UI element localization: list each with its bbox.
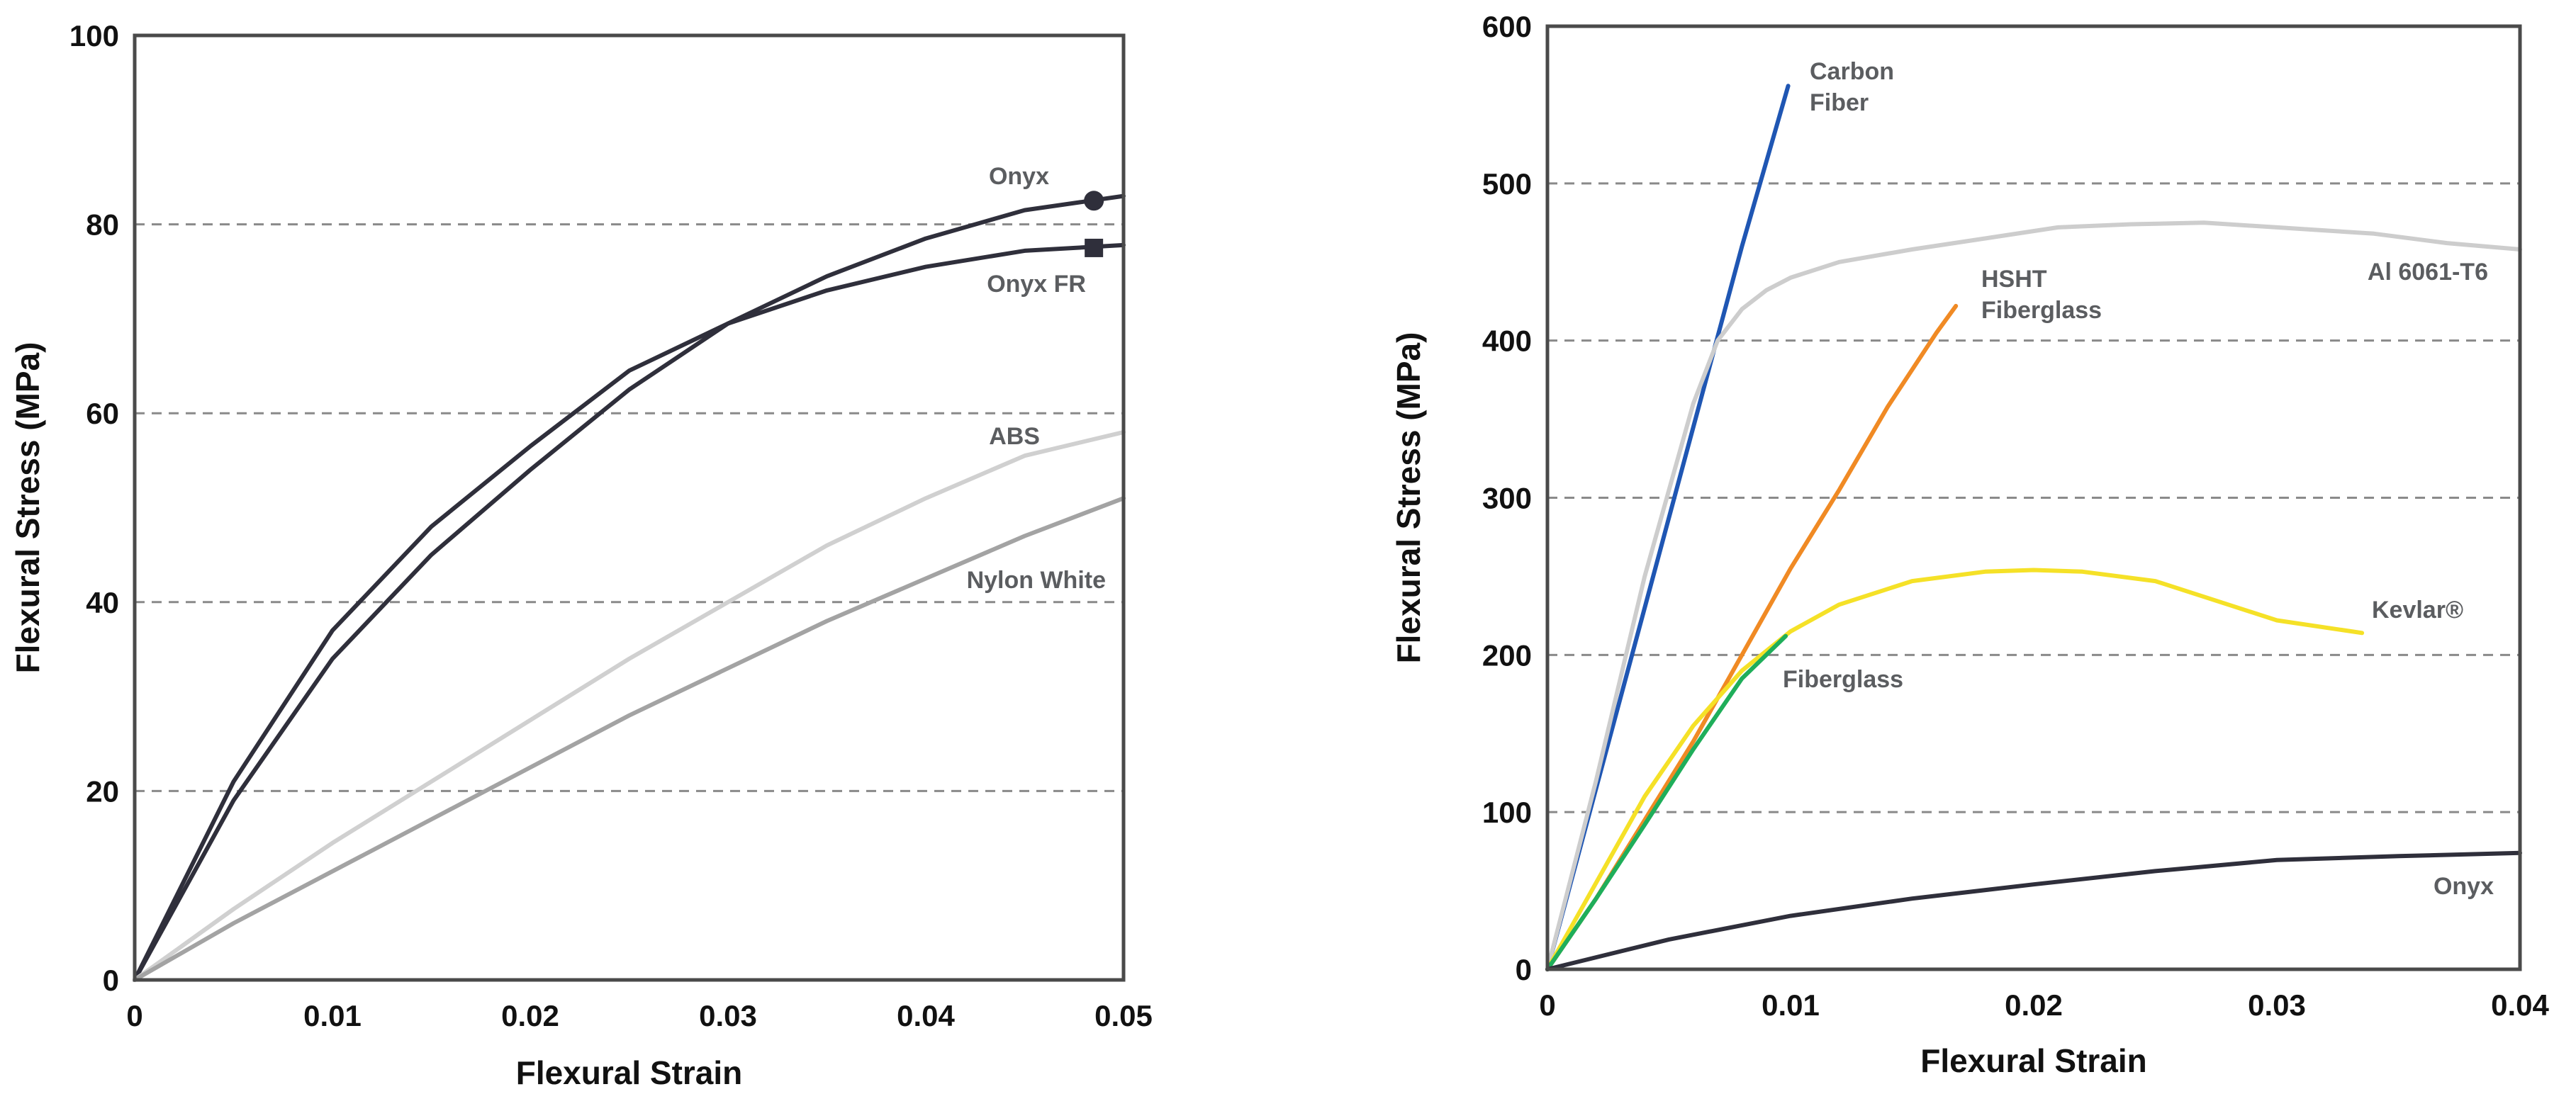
x-tick-label: 0.01 xyxy=(303,999,362,1032)
x-tick-label: 0.03 xyxy=(699,999,757,1032)
curve-label-line: Onyx xyxy=(2434,873,2494,900)
x-tick-label: 0 xyxy=(1539,988,1555,1022)
series-line-onyx xyxy=(1545,850,2522,971)
y-tick-label: 0 xyxy=(103,964,119,997)
right-chart: 0 100 200 300 400 500 600 0 0.01 0.02 0.03 0.04 Flex… xyxy=(1390,10,2550,1079)
series-line-abs xyxy=(133,429,1126,982)
curve-label-line: Onyx xyxy=(989,163,1049,190)
curve-label-nylon-white: Nylon White xyxy=(967,567,1106,594)
curve-label-abs: ABS xyxy=(989,423,1040,450)
y-tick-label: 400 xyxy=(1482,325,1532,358)
y-tick-label: 300 xyxy=(1482,482,1532,515)
marker-onyx-fr xyxy=(1085,238,1104,257)
y-tick-label: 200 xyxy=(1482,638,1532,672)
curve-label-onyx: Onyx xyxy=(989,163,1049,190)
curve-label-line: Carbon xyxy=(1810,58,1894,85)
series-line-hsht-fiberglass xyxy=(1545,303,1959,971)
y-tick-label: 0 xyxy=(1516,953,1532,986)
y-tick-label: 40 xyxy=(86,586,119,619)
curve-label-line: ABS xyxy=(989,423,1040,450)
x-tick-label: 0.02 xyxy=(2005,988,2063,1022)
series-line-onyx xyxy=(133,193,1126,982)
x-axis-title: Flexural Strain xyxy=(516,1054,743,1091)
y-tick-label: 100 xyxy=(1482,796,1532,829)
y-tick-label: 60 xyxy=(86,397,119,430)
x-tick-label: 0 xyxy=(126,999,142,1032)
curve-label-line: Fiberglass xyxy=(1981,297,2102,324)
curve-label-line: Fiberglass xyxy=(1783,666,1903,693)
x-tick-label: 0.02 xyxy=(501,999,559,1032)
x-tick-label: 0.05 xyxy=(1094,999,1153,1032)
x-tick-label: 0.04 xyxy=(2491,988,2549,1022)
curve-label-carbon-fiber: Carbon Fiber xyxy=(1810,58,1894,116)
curve-label-line: Fiber xyxy=(1810,89,1869,116)
curve-label-line: HSHT xyxy=(1981,266,2047,293)
curve-label-hsht-fiberglass: HSHT Fiberglass xyxy=(1981,266,2102,324)
marker-onyx xyxy=(1084,191,1104,211)
series-line-kevlar xyxy=(1545,568,2365,971)
x-tick-label: 0.04 xyxy=(897,999,955,1032)
plot-frame xyxy=(133,33,1126,982)
y-tick-label: 100 xyxy=(69,19,119,52)
x-tick-label: 0.03 xyxy=(2248,988,2306,1022)
plot-frame xyxy=(1545,24,2522,971)
y-tick-label: 600 xyxy=(1482,10,1532,43)
curve-label-fiberglass: Fiberglass xyxy=(1783,666,1903,693)
curve-label-al-6061-t6: Al 6061-T6 xyxy=(2368,259,2488,286)
curve-label-line: Onyx FR xyxy=(987,271,1086,298)
x-axis-title: Flexural Strain xyxy=(1920,1042,2147,1079)
series-line-onyx-fr xyxy=(133,242,1126,982)
curve-label-onyx-fr: Onyx FR xyxy=(987,271,1086,298)
series-line-al-6061-t6 xyxy=(1545,220,2522,971)
y-axis-title: Flexural Stress (MPa) xyxy=(1390,332,1427,664)
curve-label-line: Al 6061-T6 xyxy=(2368,259,2488,286)
curve-label-line: Kevlar® xyxy=(2372,597,2463,624)
series-line-fiberglass xyxy=(1545,633,1788,971)
left-chart: 0 20 40 60 80 100 0 0.01 0.02 0.03 0.04 0.05 Flexura… xyxy=(9,19,1153,1091)
series-line-nylon-white xyxy=(133,496,1126,982)
curve-label-onyx: Onyx xyxy=(2434,873,2494,900)
curve-label-line: Nylon White xyxy=(967,567,1106,594)
y-tick-label: 500 xyxy=(1482,167,1532,201)
x-tick-label: 0.01 xyxy=(1762,988,1820,1022)
y-axis-title: Flexural Stress (MPa) xyxy=(9,342,46,674)
y-tick-label: 20 xyxy=(86,774,119,808)
curve-label-kevlar: Kevlar® xyxy=(2372,597,2463,624)
y-tick-label: 80 xyxy=(86,208,119,242)
